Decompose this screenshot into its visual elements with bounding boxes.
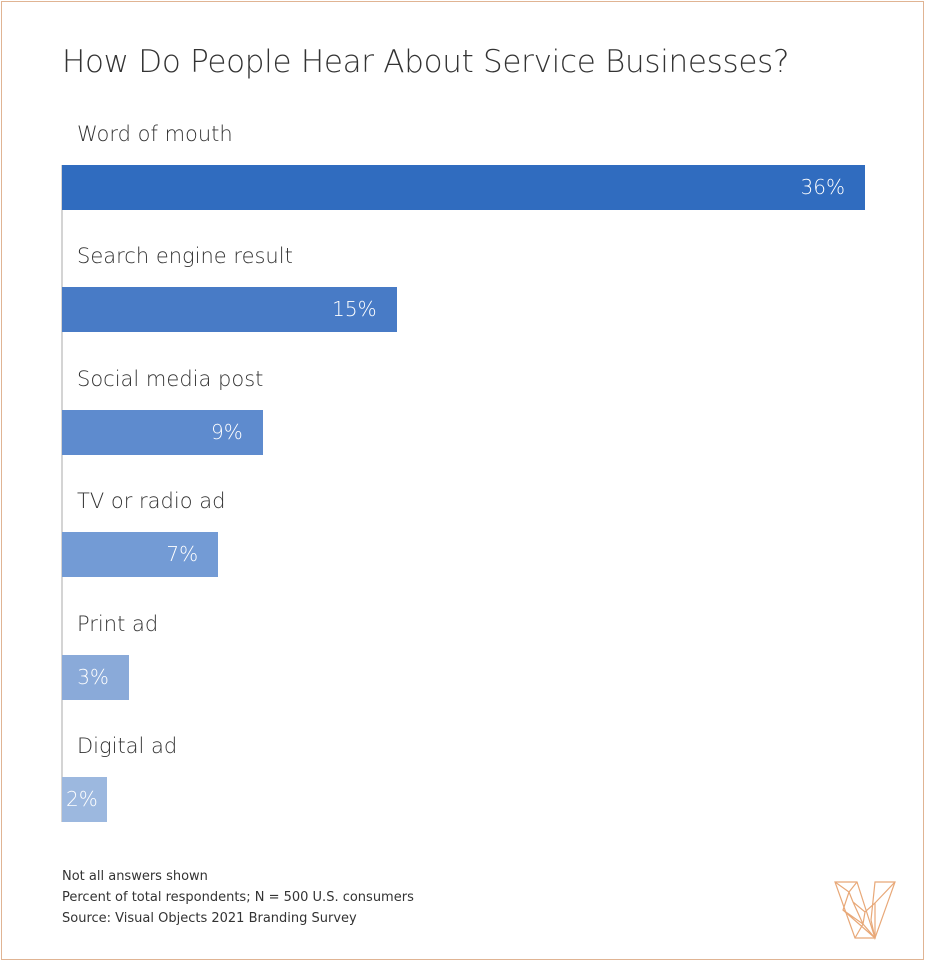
footnote: Source: Visual Objects 2021 Branding Sur… [62,911,357,926]
footnotes: Not all answers shown Percent of total r… [62,866,414,929]
value-label: 2% [66,787,98,811]
category-label: TV or radio ad [77,489,226,514]
footnote: Not all answers shown [62,869,208,884]
value-label: 3% [77,664,109,689]
category-label: Digital ad [77,734,178,758]
bar [62,532,219,578]
visual-objects-logo [834,881,896,940]
bar [62,287,397,333]
category-label: Print ad [77,611,159,636]
value-label: 15% [332,297,377,322]
bar [62,654,129,700]
bar [62,777,107,822]
category-label: Search engine result [77,244,293,269]
y-axis-line [61,165,63,822]
bar [62,165,865,210]
value-label: 36% [800,175,845,199]
category-label: Social media post [77,366,264,391]
footnote: Percent of total respondents; N = 500 U.… [62,890,414,905]
category-label: Word of mouth [77,122,233,146]
value-label: 7% [166,542,199,567]
chart-title: How Do People Hear About Service Busines… [62,44,790,80]
bar [62,409,263,455]
value-label: 9% [211,419,243,444]
